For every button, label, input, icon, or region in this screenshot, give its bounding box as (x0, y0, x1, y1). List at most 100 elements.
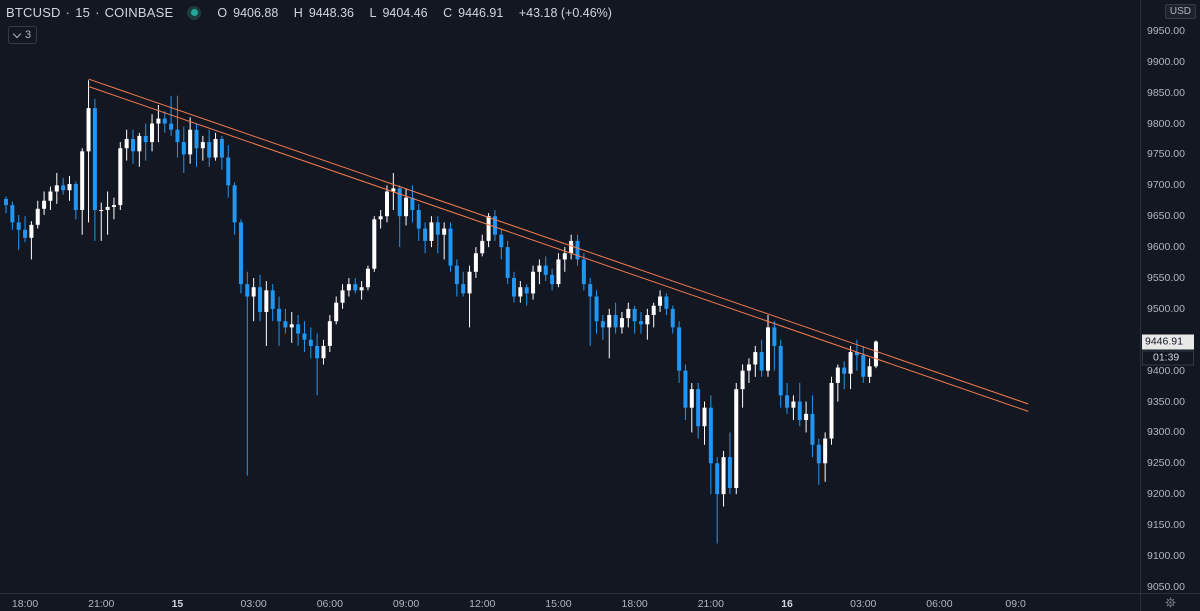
candle-up (99, 210, 104, 212)
price-axis[interactable]: USD 9050.00 9100.00 9150.00 9200.00 9250.00 9… (1140, 0, 1200, 593)
candle-up (658, 296, 663, 306)
candle-down (194, 129, 199, 149)
candle-up (378, 216, 383, 220)
candle-down (524, 287, 529, 294)
close-label: C (443, 5, 453, 20)
candle-down (131, 138, 135, 152)
time-tick-label: 03:00 (240, 598, 267, 610)
candle-up (619, 318, 624, 328)
candle-up (346, 284, 351, 291)
candle-up (48, 191, 53, 201)
exchange-name: COINBASE (104, 5, 174, 20)
candle-down (543, 265, 548, 275)
candle-up (486, 216, 491, 241)
price-tick-label: 9100.00 (1147, 549, 1185, 562)
candle-up (264, 290, 269, 312)
symbol-name[interactable]: BTCUSD (6, 5, 61, 20)
price-tick-label: 9550.00 (1147, 271, 1185, 284)
candle-up (289, 324, 294, 328)
candle-down (772, 327, 777, 346)
high-label: H (293, 5, 303, 20)
candle-down (677, 327, 682, 371)
candle-down (245, 284, 250, 297)
candle-up (391, 188, 396, 192)
candle-down (10, 205, 15, 223)
price-tick-label: 9250.00 (1147, 457, 1185, 470)
interval-label[interactable]: 15 (75, 5, 91, 20)
candle-up (42, 200, 47, 209)
candle-up (766, 327, 770, 371)
candle-up (86, 108, 91, 152)
candle-down (670, 308, 675, 328)
candle-down (4, 198, 8, 206)
candle-down (181, 142, 186, 155)
candle-up (791, 401, 796, 408)
candle-down (397, 188, 402, 217)
candles-group (4, 80, 878, 544)
change-value: +43.18 (+0.46%) (518, 5, 612, 20)
candle-down (581, 259, 586, 285)
price-tick-label: 9300.00 (1147, 426, 1185, 439)
candle-up (340, 290, 345, 303)
candle-down (715, 463, 720, 495)
candle-down (842, 367, 847, 374)
candle-up (734, 389, 739, 488)
time-tick-label: 06:00 (926, 598, 953, 610)
candle-up (829, 382, 834, 439)
candle-up (54, 185, 59, 192)
low-label: L (369, 5, 377, 20)
currency-badge[interactable]: USD (1164, 4, 1196, 19)
candle-up (873, 341, 878, 367)
candle-up (480, 240, 485, 254)
candle-down (810, 413, 815, 445)
indicators-toggle-button[interactable]: 3 (8, 26, 38, 44)
candlestick-chart[interactable] (0, 0, 1140, 593)
candle-up (848, 352, 853, 374)
time-tick-label: 18:00 (11, 598, 39, 610)
candle-up (442, 228, 447, 235)
candle-down (238, 222, 243, 285)
current-price-label: 9446.91 (1142, 334, 1194, 350)
candle-up (111, 205, 116, 207)
candle-down (512, 277, 516, 297)
market-open-dot-icon (187, 5, 202, 20)
candle-up (467, 271, 472, 294)
candle-up (251, 287, 256, 297)
candle-up (823, 438, 828, 464)
close-value: 9446.91 (458, 5, 504, 20)
ohlc-values: O 9406.88 H 9448.36 L 9404.46 C 9446.91 +43.… (217, 6, 618, 20)
candle-down (423, 228, 428, 241)
price-tick-label: 9700.00 (1147, 179, 1185, 192)
candle-down (448, 228, 453, 266)
gear-icon[interactable] (1165, 597, 1176, 608)
open-label: O (217, 5, 228, 20)
price-tick-label: 9050.00 (1147, 580, 1185, 593)
candle-up (156, 118, 161, 124)
candle-up (372, 219, 377, 269)
candle-down (594, 296, 599, 322)
time-tick-label: 21:00 (697, 598, 724, 610)
candle-up (537, 265, 542, 272)
candle-down (61, 185, 66, 191)
candle-up (150, 123, 155, 143)
candle-up (562, 253, 567, 260)
candle-down (226, 157, 231, 186)
candle-down (416, 210, 421, 229)
time-axis[interactable]: 18:00 21:00 15 03:00 06:00 09:00 12:00 15:00 18:… (0, 593, 1140, 611)
candle-down (588, 284, 593, 297)
candle-down (353, 284, 358, 291)
candle-down (759, 352, 764, 371)
candle-down (613, 315, 618, 328)
time-tick-label: 15:00 (545, 598, 572, 610)
chart-pane[interactable] (0, 0, 1140, 593)
candle-up (740, 370, 745, 390)
candle-down (454, 265, 459, 285)
candle-down (92, 108, 97, 211)
candle-up (626, 308, 631, 319)
candle-up (359, 287, 364, 291)
price-tick-label: 9400.00 (1147, 364, 1185, 377)
candle-up (645, 315, 650, 325)
candle-down (575, 240, 580, 260)
candle-down (727, 457, 732, 488)
indicators-count: 3 (25, 29, 32, 41)
